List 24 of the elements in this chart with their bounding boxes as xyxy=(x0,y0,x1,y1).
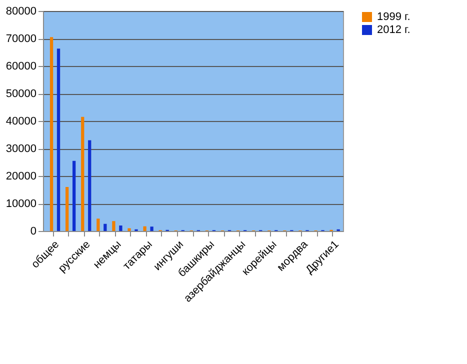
bar xyxy=(128,228,131,231)
y-tick-label: 50000 xyxy=(6,88,36,100)
y-tick-label: 20000 xyxy=(6,170,36,182)
bar xyxy=(50,37,54,231)
bar xyxy=(112,221,116,231)
y-tick-label: 70000 xyxy=(6,33,36,45)
bar xyxy=(56,48,60,231)
bar xyxy=(119,226,122,231)
legend-label: 1999 г. xyxy=(377,11,410,23)
bar xyxy=(66,187,69,231)
bar xyxy=(81,116,84,231)
bar xyxy=(72,160,76,231)
bar xyxy=(143,226,146,231)
y-tick-label: 30000 xyxy=(6,143,36,155)
y-tick-label: 80000 xyxy=(6,6,36,18)
y-tick-label: 0 xyxy=(30,226,36,238)
bar xyxy=(96,218,100,231)
bar xyxy=(150,226,154,231)
legend-label: 2012 г. xyxy=(377,24,410,36)
y-tick-label: 60000 xyxy=(6,60,36,72)
y-tick-label: 40000 xyxy=(6,116,36,128)
bar xyxy=(88,140,92,231)
y-tick-label: 10000 xyxy=(6,198,36,210)
bar xyxy=(104,224,107,231)
